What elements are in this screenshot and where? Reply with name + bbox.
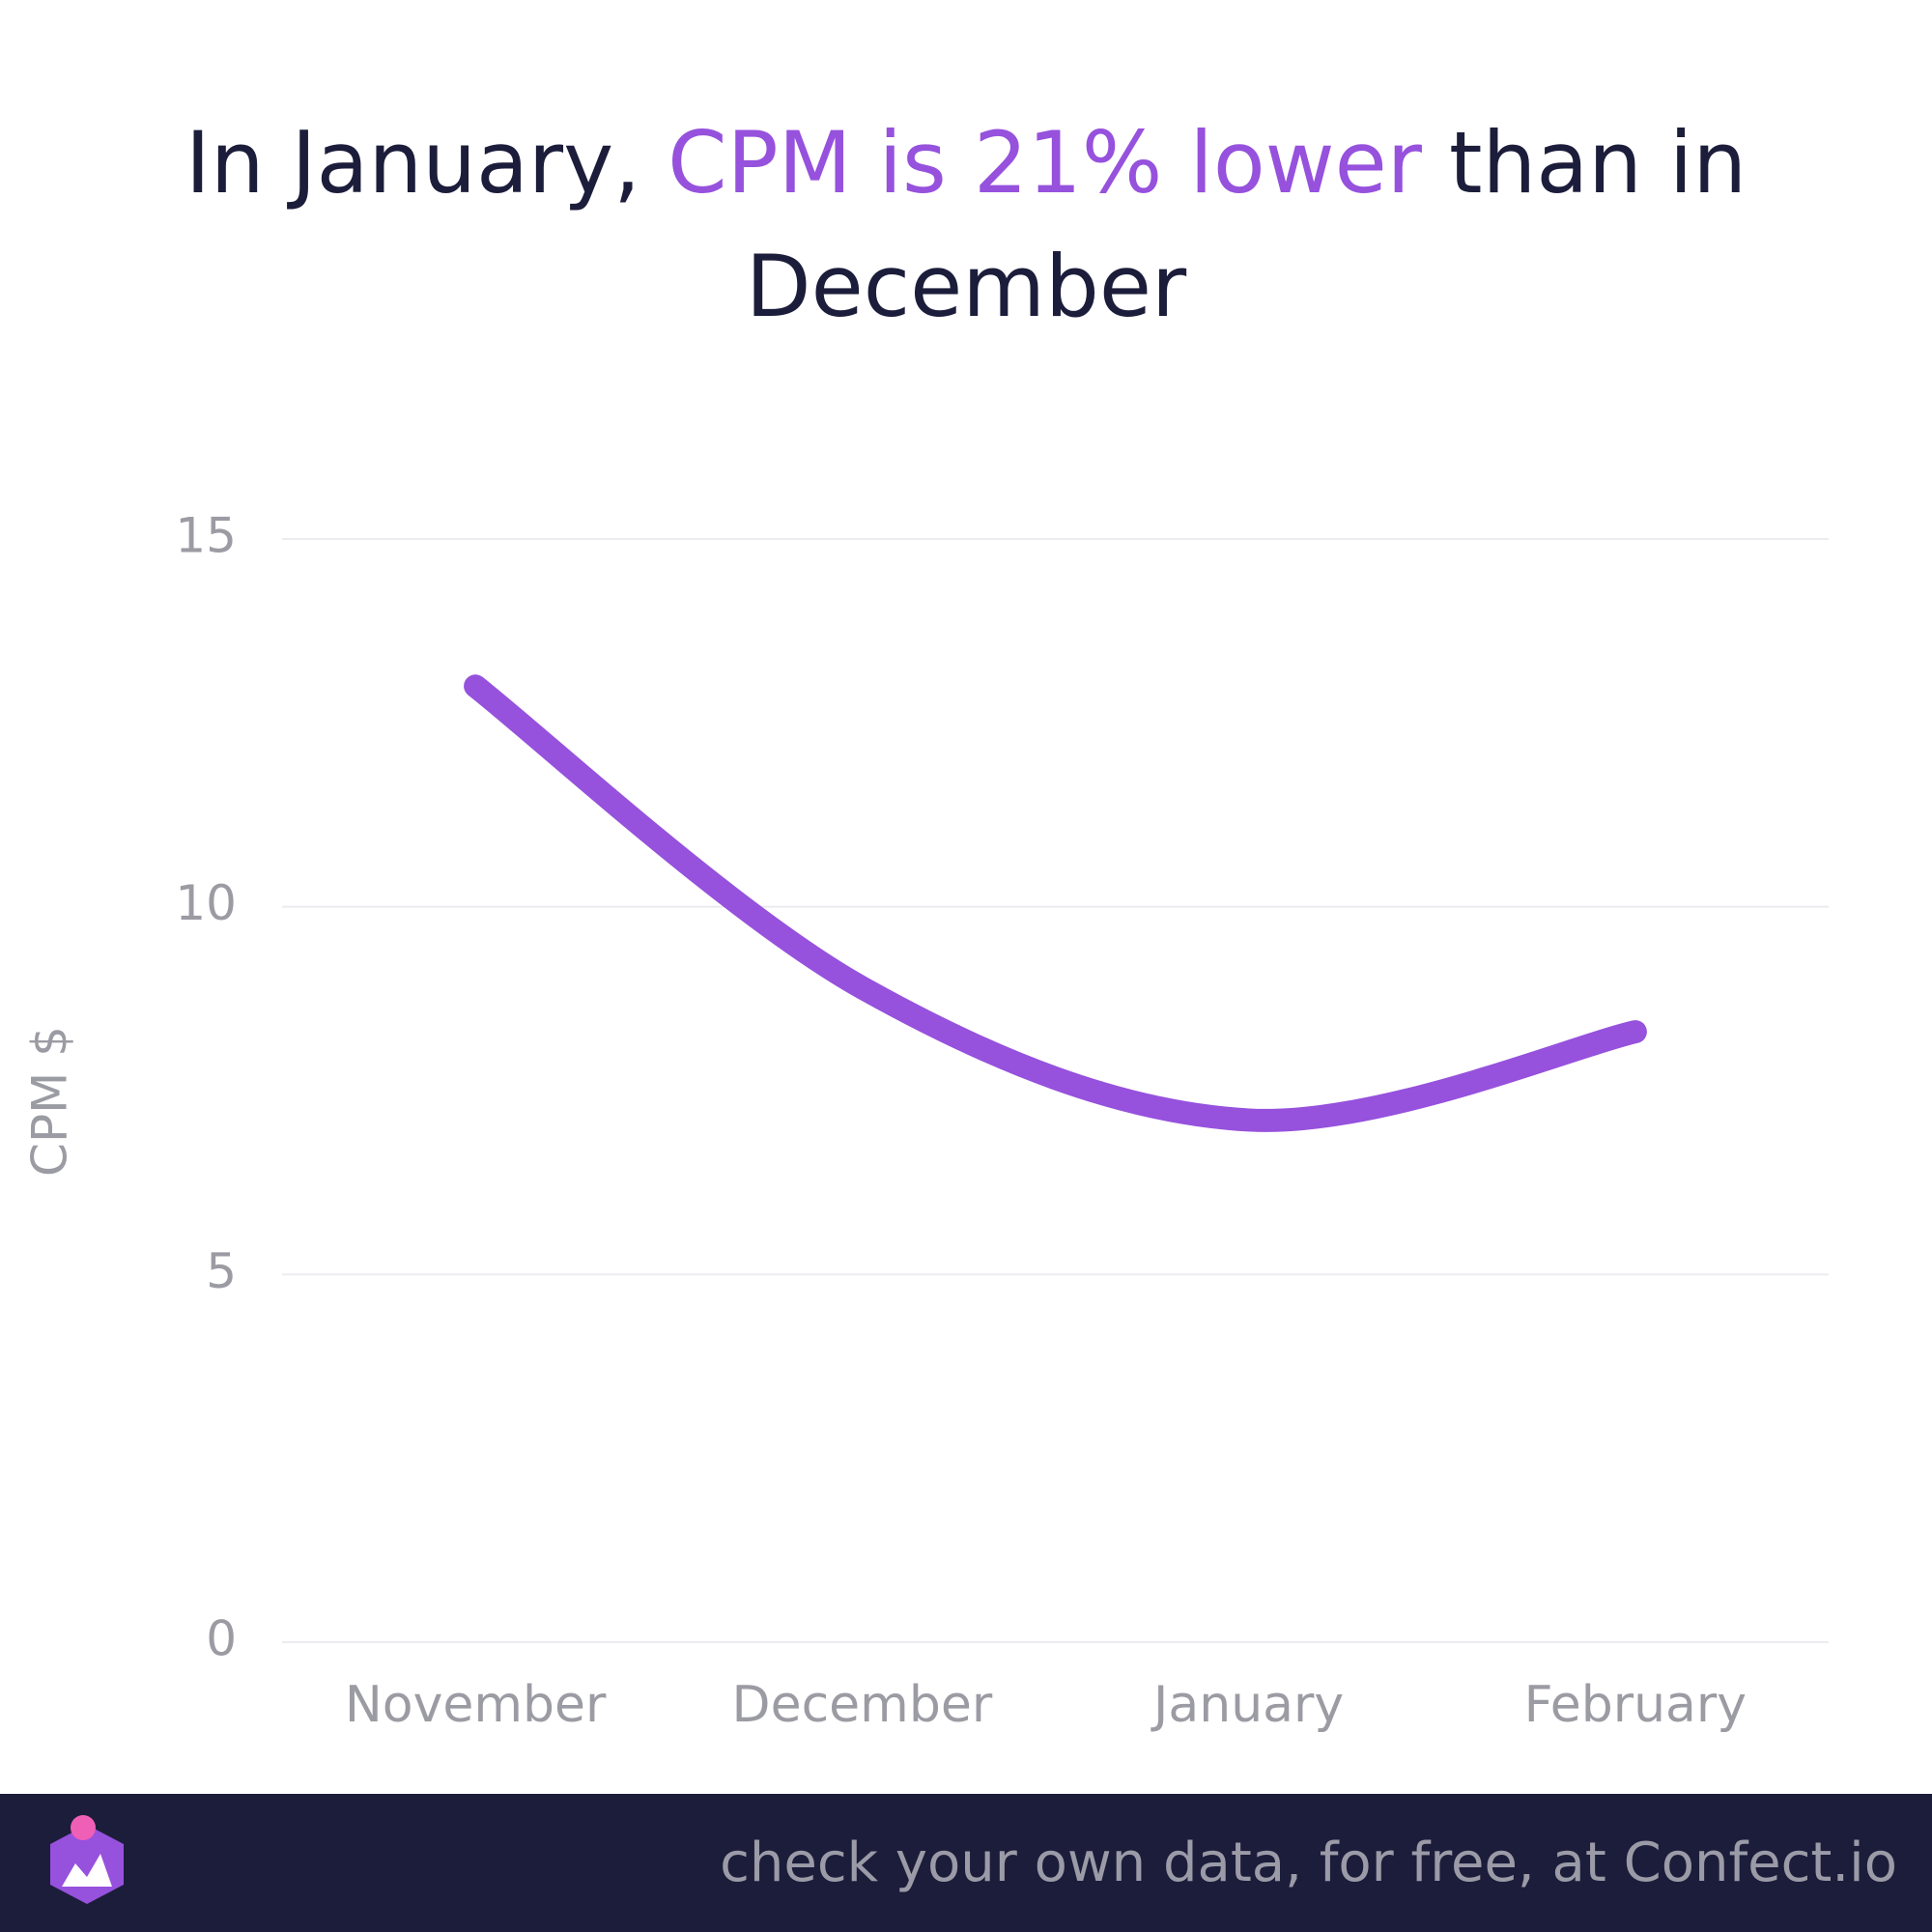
data-point bbox=[474, 685, 476, 687]
y-axis-label: CPM $ bbox=[22, 1026, 78, 1177]
confect-logo-icon[interactable] bbox=[39, 1815, 135, 1912]
footer-cta-text[interactable]: check your own data, for free, at Confec… bbox=[720, 1832, 1897, 1894]
y-tick-label: 15 bbox=[175, 508, 237, 564]
y-tick-label: 0 bbox=[206, 1611, 237, 1667]
title-highlight: CPM is 21% lower bbox=[668, 113, 1422, 213]
line-chart: 0 5 10 15 November December January February C… bbox=[22, 508, 1829, 1734]
x-tick-label: January bbox=[1151, 1676, 1344, 1734]
x-tick-label: November bbox=[345, 1676, 607, 1734]
footer-banner: check your own data, for free, at Confec… bbox=[0, 1794, 1932, 1932]
y-tick-label: 5 bbox=[206, 1243, 237, 1299]
title-prefix: In January, bbox=[185, 113, 668, 213]
y-tick-label: 10 bbox=[175, 875, 237, 931]
data-point bbox=[1248, 1119, 1250, 1121]
data-point bbox=[1634, 1031, 1636, 1033]
x-tick-label: December bbox=[732, 1676, 993, 1734]
title-suffix: than in December bbox=[745, 113, 1747, 336]
chart-title: In January, CPM is 21% lower than in Dec… bbox=[0, 101, 1932, 349]
x-tick-label: February bbox=[1524, 1676, 1747, 1734]
series-line bbox=[464, 674, 1647, 1132]
data-point bbox=[861, 986, 863, 988]
